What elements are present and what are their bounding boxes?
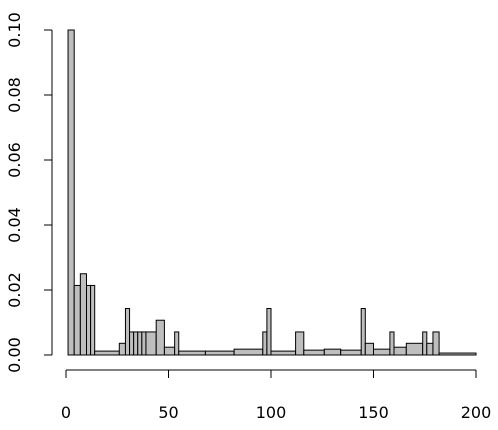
histogram-bar-19 <box>262 331 268 356</box>
histogram-bar-22 <box>295 331 305 356</box>
histogram-bar-4 <box>90 284 96 356</box>
histogram-bar-29 <box>389 331 395 356</box>
x-tick-label-2: 100 <box>256 403 287 422</box>
histogram-bar-25 <box>340 349 362 356</box>
y-tick-label-1: 0.02 <box>5 272 24 308</box>
histogram-bar-15 <box>174 331 180 356</box>
y-tick-label-0: 0.00 <box>5 337 24 373</box>
histogram-bar-11 <box>141 331 147 356</box>
y-tick-label-3: 0.06 <box>5 142 24 178</box>
x-axis: 0 50 100 150 200 <box>61 369 491 422</box>
histogram-bar-31 <box>405 342 424 356</box>
y-tick-label-2: 0.04 <box>5 207 24 243</box>
x-tick-label-1: 50 <box>158 403 178 422</box>
histogram-bars <box>67 29 477 356</box>
histogram-bar-17 <box>204 350 235 356</box>
histogram-bar-18 <box>233 348 264 356</box>
x-ticks: 0 50 100 150 200 <box>61 370 491 422</box>
histogram-bar-1 <box>73 284 81 356</box>
histogram-bar-7 <box>124 308 131 356</box>
histogram-bar-8 <box>129 331 135 356</box>
histogram-bar-26 <box>360 308 366 356</box>
histogram-bar-35 <box>438 352 477 356</box>
histogram-bar-14 <box>163 346 176 356</box>
histogram-bar-21 <box>270 350 297 356</box>
histogram-bar-34 <box>432 331 440 356</box>
histogram-bar-12 <box>145 331 157 356</box>
histogram-bar-28 <box>373 348 391 356</box>
histogram-bar-10 <box>137 331 143 356</box>
x-tick-label-3: 150 <box>358 403 389 422</box>
x-tick-label-4: 200 <box>461 403 492 422</box>
histogram-bar-32 <box>422 331 428 356</box>
histogram-bar-20 <box>266 308 272 356</box>
histogram-bar-33 <box>426 342 434 356</box>
histogram-bar-27 <box>364 342 374 356</box>
y-axis: 0.00 0.02 0.04 0.06 0.08 0.10 <box>5 12 53 373</box>
histogram-bar-6 <box>118 342 126 356</box>
y-ticks: 0.00 0.02 0.04 0.06 0.08 0.10 <box>5 12 52 373</box>
histogram-bar-5 <box>94 350 120 356</box>
histogram-bar-30 <box>393 346 407 356</box>
histogram-bar-23 <box>303 349 325 356</box>
histogram-bar-24 <box>323 348 342 356</box>
y-tick-label-5: 0.10 <box>5 12 24 48</box>
y-tick-label-4: 0.08 <box>5 77 24 113</box>
x-tick-label-0: 0 <box>61 403 71 422</box>
histogram-bar-0 <box>67 29 75 356</box>
histogram-bar-16 <box>178 350 206 356</box>
histogram-bar-9 <box>133 331 139 356</box>
histogram-bar-3 <box>86 284 92 356</box>
histogram-bar-13 <box>155 319 165 356</box>
histogram-bar-2 <box>79 273 87 356</box>
